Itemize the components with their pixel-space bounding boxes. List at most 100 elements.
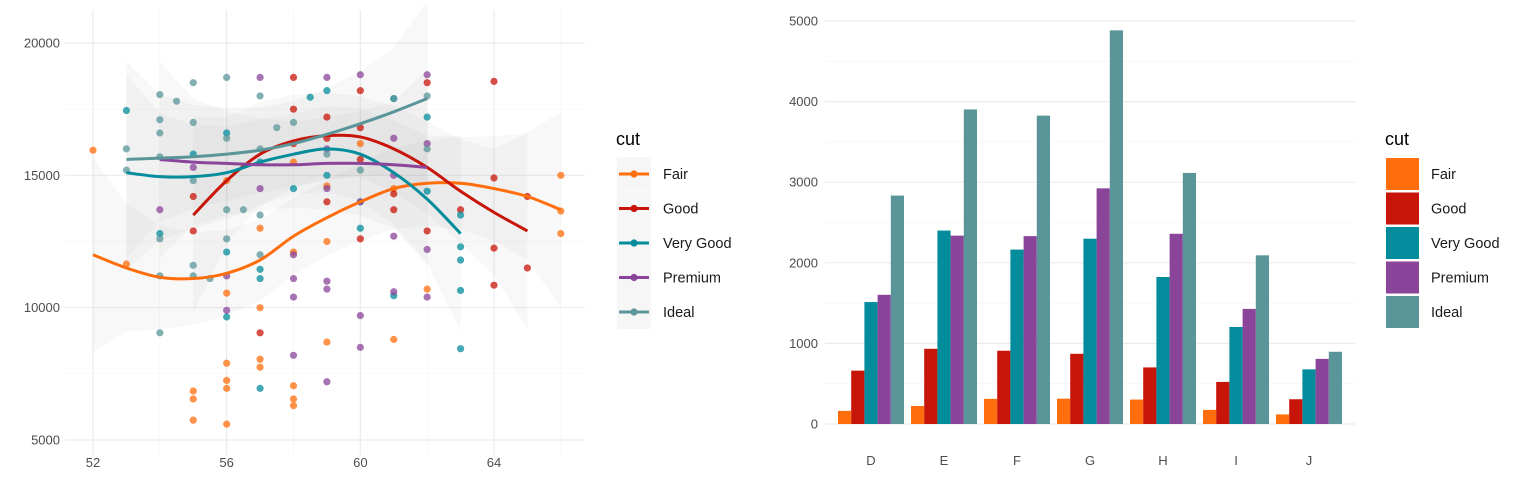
scatter-point — [273, 124, 281, 132]
scatter-point — [490, 281, 498, 289]
x-tick-label: E — [940, 453, 949, 468]
x-tick-label: J — [1306, 453, 1313, 468]
scatter-point — [256, 265, 264, 273]
scatter-point — [456, 243, 465, 251]
legend-color-key — [1386, 261, 1419, 294]
scatter-point — [390, 288, 398, 296]
scatter-point — [423, 227, 431, 235]
bar — [963, 109, 977, 424]
smooth-line — [159, 157, 428, 169]
x-tick-label: 60 — [353, 455, 367, 470]
scatter-point — [456, 211, 465, 219]
scatter-point — [557, 171, 565, 179]
scatter-point — [256, 274, 264, 283]
bar-legend: cut Fair Good Very Good Premium Ideal — [1385, 129, 1500, 328]
bar — [1010, 249, 1024, 424]
scatter-point — [490, 174, 498, 182]
scatter-point — [423, 285, 431, 293]
legend-point-key — [630, 239, 638, 247]
scatter-point — [122, 145, 131, 153]
legend-label: Premium — [1431, 271, 1489, 287]
scatter-point — [390, 190, 398, 198]
scatter-point — [256, 355, 264, 363]
scatter-point — [490, 77, 498, 85]
y-tick-label: 1000 — [789, 336, 818, 351]
scatter-point — [256, 251, 264, 259]
bar — [1130, 399, 1144, 424]
scatter-point — [223, 129, 231, 137]
bar — [1143, 367, 1157, 424]
scatter-point — [456, 345, 465, 353]
scatter-point — [156, 329, 164, 337]
bar — [1203, 409, 1217, 424]
scatter-point — [239, 206, 247, 214]
bar — [1315, 358, 1329, 424]
legend-color-key — [1386, 227, 1419, 259]
scatter-point — [390, 335, 398, 344]
bar — [864, 302, 878, 424]
scatter-point — [189, 261, 197, 269]
scatter-point — [89, 146, 97, 154]
bar — [1289, 399, 1303, 424]
x-tick-label: D — [866, 453, 875, 468]
scatter-point — [289, 351, 298, 359]
scatter-point — [256, 363, 264, 371]
scatter-point — [289, 274, 298, 283]
bar — [1242, 308, 1256, 424]
scatter-point — [289, 105, 298, 113]
scatter-point — [323, 113, 331, 121]
bar — [1070, 353, 1084, 424]
scatter-point — [189, 387, 197, 395]
scatter-point — [323, 171, 331, 179]
legend-title: cut — [1385, 129, 1409, 149]
scatter-point — [323, 338, 331, 346]
scatter-point — [323, 285, 331, 293]
bar — [1276, 414, 1290, 424]
y-tick-label: 3000 — [789, 175, 818, 190]
smooth-line — [192, 133, 529, 233]
confidence-ribbon — [93, 111, 561, 353]
scatter-legend: cut Fair Good Very Good Premium Ideal — [616, 129, 732, 329]
scatter-point — [189, 163, 197, 171]
scatter-point — [289, 293, 298, 301]
scatter-point — [456, 286, 465, 295]
smooth-line — [92, 181, 562, 281]
scatter-point — [256, 384, 264, 392]
scatter-point — [423, 79, 431, 87]
bar — [950, 235, 964, 424]
scatter-point — [456, 206, 465, 214]
y-tick-label: 4000 — [789, 94, 818, 109]
scatter-point — [490, 244, 498, 252]
x-tick-label: G — [1085, 453, 1095, 468]
legend-label: Very Good — [663, 236, 732, 252]
x-tick-label: I — [1234, 453, 1238, 468]
scatter-point — [156, 91, 164, 99]
y-tick-label: 5000 — [789, 14, 818, 29]
y-tick-label: 2000 — [789, 255, 818, 270]
scatter-point — [356, 235, 364, 243]
scatter-point — [189, 227, 197, 235]
legend-point-key — [630, 170, 638, 178]
legend-label: Very Good — [1431, 236, 1500, 252]
scatter-point — [156, 235, 164, 243]
scatter-point — [557, 229, 565, 238]
scatter-point — [356, 166, 364, 174]
scatter-point — [456, 256, 465, 264]
scatter-point — [323, 184, 331, 193]
scatter-point — [390, 232, 398, 240]
scatter-point — [423, 245, 431, 254]
scatter-point — [323, 198, 331, 206]
scatter-chart: 52 56 60 64 5000 10000 15000 20000 — [24, 0, 585, 470]
scatter-point — [423, 139, 431, 148]
smooth-line — [126, 147, 462, 235]
scatter-point — [223, 248, 231, 256]
bar-chart: 0 1000 2000 3000 4000 5000 D E F G H I J — [789, 14, 1355, 468]
legend-label: Premium — [663, 271, 721, 287]
legend-label: Good — [663, 202, 698, 218]
x-tick-label: 64 — [487, 455, 501, 470]
x-tick-label: 56 — [219, 455, 233, 470]
scatter-point — [323, 73, 331, 82]
bar — [984, 398, 998, 424]
scatter-point — [523, 264, 532, 272]
scatter-point — [189, 192, 197, 201]
